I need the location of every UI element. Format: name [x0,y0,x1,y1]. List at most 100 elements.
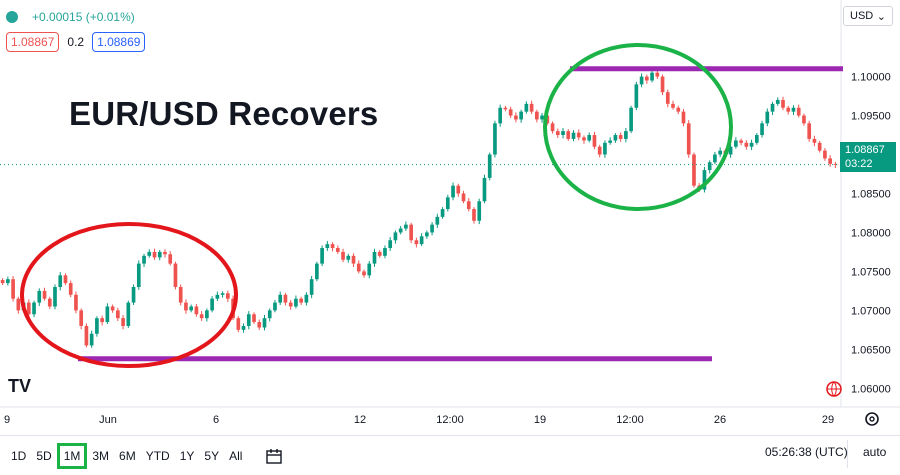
current-price-value: 1.08867 [845,144,885,156]
timeframe-group: 1D 5D 1M 3M 6M YTD 1Y 5Y All [6,442,247,469]
candle-body [493,123,497,155]
candle-body [597,146,602,155]
candle-body [136,263,141,287]
x-tick-label: Jun [99,414,117,426]
candle-body [749,142,754,147]
candle-body [95,318,99,334]
candle-body [707,162,712,171]
candle-body [6,279,10,284]
utc-clock[interactable]: 05:26:38 (UTC) [765,445,848,459]
timeframe-1m-button[interactable]: 1M [56,442,88,469]
candle-body [796,107,801,116]
x-tick-label: 9 [4,414,10,426]
candle-body [629,107,633,132]
chart-title: EUR/USD Recovers [69,95,379,132]
candle-body [639,76,644,85]
candle-body [498,107,503,124]
candle-body [582,137,586,141]
timeframe-1d-button[interactable]: 1D [11,448,27,463]
candle-body [430,224,434,233]
y-tick-label: 1.07000 [851,305,891,317]
candle-body [775,99,780,104]
candle-body [383,248,387,256]
high-range-ellipse[interactable] [543,43,733,211]
candle-body [781,99,785,108]
auto-scale-button[interactable]: auto [863,445,887,459]
candle-body [356,263,361,272]
candle-body [100,318,104,323]
candle-body [754,135,759,143]
bar-countdown: 03:22 [845,158,873,170]
candle-body [529,103,534,112]
quote-row: 1.08867 0.2 1.08869 [6,32,146,52]
candle-body [377,251,382,256]
current-price-label: 1.08867 03:22 [840,142,896,172]
y-tick-label: 1.08500 [851,188,891,200]
candle-body [823,150,827,159]
candle-body [116,310,120,319]
candle-body [660,76,665,93]
candle-body [53,286,57,307]
candle-body [257,322,262,328]
candle-body [288,302,293,307]
toolbar-divider [847,440,848,468]
x-tick-label: 12 [354,414,366,426]
globe-icon[interactable] [826,381,842,397]
bottom-toolbar: 1D 5D 1M 3M 6M YTD 1Y 5Y All [0,435,900,475]
candle-body [252,314,256,323]
candle-body [519,111,523,120]
candle-body [178,286,183,303]
candle-body [461,193,466,202]
candle-body [514,115,518,120]
price-change: +0.00015 (+0.01%) [32,10,135,24]
highlight-ellipses [20,43,733,368]
candle-body [550,123,555,132]
candle-body [540,115,544,120]
candle-body [267,310,272,319]
tradingview-logo[interactable]: TV [8,376,32,396]
candle-body [142,255,146,264]
candle-body [702,170,707,190]
candle-body [341,251,345,260]
x-axis-ticks: 9 Jun 6 12 12:00 19 12:00 26 29 [4,414,834,426]
timeframe-6m-button[interactable]: 6M [119,448,136,463]
candle-body [456,185,461,194]
candle-body [189,306,194,311]
candle-body [205,310,209,319]
candle-body [273,302,277,311]
candle-body [734,140,738,147]
candle-body [220,293,225,295]
candle-body [414,240,419,245]
timeframe-ytd-button[interactable]: YTD [145,448,170,463]
buy-price-button[interactable]: 1.08869 [92,32,146,52]
calendar-icon[interactable] [265,447,283,465]
y-tick-label: 1.07500 [851,266,891,278]
candle-body [330,244,335,249]
timeframe-5d-button[interactable]: 5D [36,448,52,463]
candle-body [665,92,670,104]
candle-body [89,333,94,346]
timeframe-5y-button[interactable]: 5Y [204,448,220,463]
low-range-ellipse[interactable] [20,222,238,368]
candle-body [833,163,838,165]
candle-body [419,236,424,245]
timeframe-all-button[interactable]: All [229,448,243,463]
timeframe-3m-button[interactable]: 3M [92,448,110,463]
y-tick-label: 1.10000 [851,72,891,84]
candle-body [346,255,351,260]
currency-label: USD [850,10,874,22]
candle-body [404,224,408,229]
candle-body [739,140,743,143]
candle-body [482,177,487,202]
gear-icon[interactable] [863,410,881,428]
candle-body [817,142,822,151]
currency-selector[interactable]: USD ⌄ [843,6,893,26]
sell-price-button[interactable]: 1.08867 [6,32,60,52]
candle-body [47,298,52,307]
candle-body [634,84,639,108]
candle-body [681,111,686,124]
candle-body [807,123,812,139]
support-resistance-lines [78,66,843,362]
timeframe-1y-button[interactable]: 1Y [179,448,195,463]
